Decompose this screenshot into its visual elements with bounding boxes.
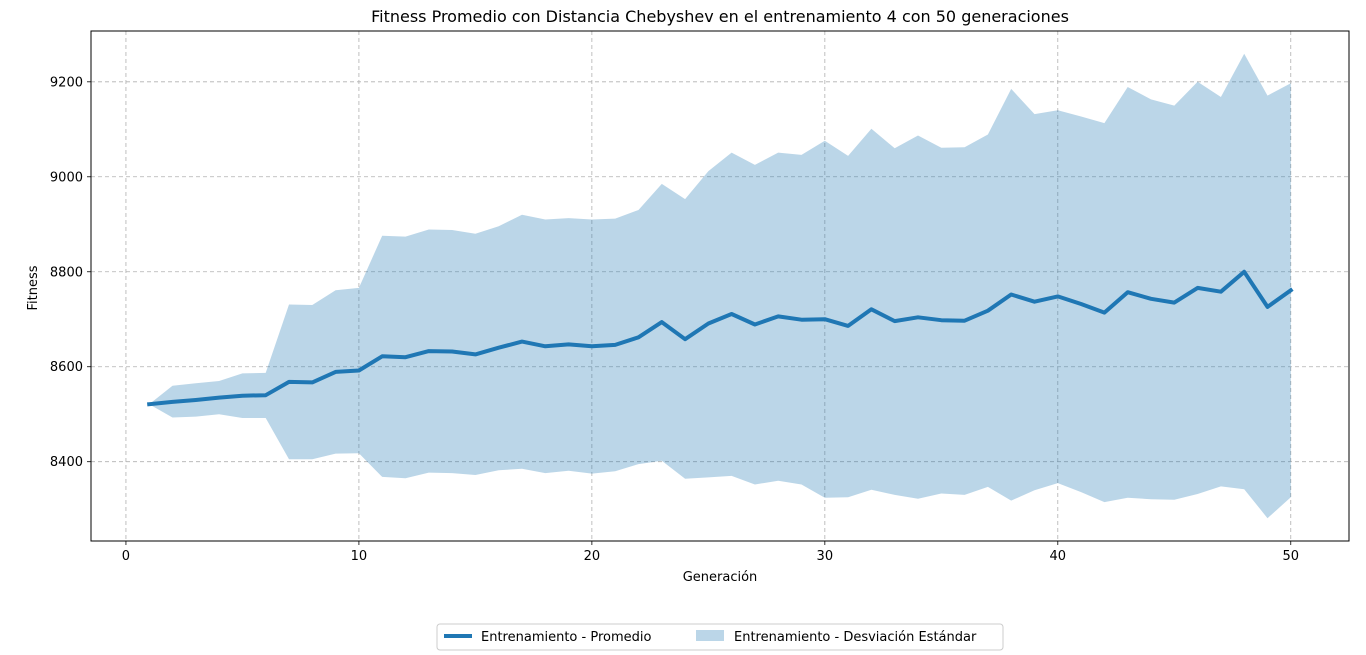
mean-line-group bbox=[147, 269, 1294, 407]
x-tick-label: 0 bbox=[122, 549, 130, 564]
y-tick-label: 8600 bbox=[50, 360, 83, 375]
std-band bbox=[149, 53, 1291, 519]
grid-lines bbox=[91, 31, 1349, 541]
y-tick-label: 8800 bbox=[50, 265, 83, 280]
chart-title: Fitness Promedio con Distancia Chebyshev… bbox=[371, 7, 1069, 26]
x-axis-ticks: 0 10 20 30 40 50 bbox=[122, 541, 1299, 564]
x-tick-label: 50 bbox=[1282, 549, 1299, 564]
y-tick-label: 9000 bbox=[50, 170, 83, 185]
legend-box bbox=[436, 623, 1004, 651]
x-tick-label: 40 bbox=[1050, 549, 1067, 564]
plot-frame bbox=[90, 30, 1350, 542]
legend: Entrenamiento - Promedio Entrenamiento -… bbox=[436, 623, 1004, 651]
y-tick-label: 9200 bbox=[50, 75, 83, 90]
y-axis-label: Fitness bbox=[26, 265, 41, 310]
std-band-group bbox=[149, 53, 1291, 519]
legend-label-std: Entrenamiento - Desviación Estándar bbox=[734, 630, 977, 645]
x-tick-label: 10 bbox=[351, 549, 368, 564]
legend-label-mean: Entrenamiento - Promedio bbox=[481, 630, 651, 645]
x-tick-label: 30 bbox=[817, 549, 834, 564]
x-tick-label: 20 bbox=[584, 549, 601, 564]
x-axis-label: Generación bbox=[683, 570, 758, 585]
y-tick-label: 8400 bbox=[50, 455, 83, 470]
y-axis-ticks: 8400 8600 8800 9000 9200 bbox=[50, 75, 91, 470]
mean-line bbox=[147, 269, 1294, 407]
legend-band-swatch bbox=[696, 630, 724, 641]
